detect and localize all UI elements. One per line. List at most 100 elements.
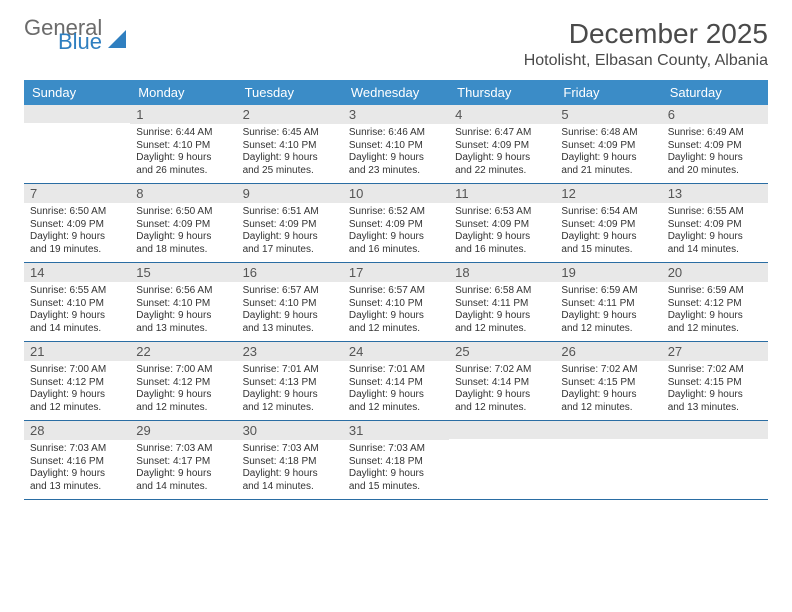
day-header-monday: Monday xyxy=(130,80,236,105)
sunset-text: Sunset: 4:10 PM xyxy=(30,298,124,311)
cell-body: Sunrise: 7:02 AMSunset: 4:15 PMDaylight:… xyxy=(662,361,768,420)
date-number: 6 xyxy=(662,105,768,124)
date-number: 11 xyxy=(449,184,555,203)
daylight-text: Daylight: 9 hours and 21 minutes. xyxy=(561,152,655,177)
daylight-text: Daylight: 9 hours and 22 minutes. xyxy=(455,152,549,177)
date-number: 15 xyxy=(130,263,236,282)
cell-body: Sunrise: 7:03 AMSunset: 4:17 PMDaylight:… xyxy=(130,440,236,499)
calendar-cell: 1Sunrise: 6:44 AMSunset: 4:10 PMDaylight… xyxy=(130,105,236,184)
day-header-wednesday: Wednesday xyxy=(343,80,449,105)
daylight-text: Daylight: 9 hours and 15 minutes. xyxy=(561,231,655,256)
date-number: 9 xyxy=(237,184,343,203)
day-header-friday: Friday xyxy=(555,80,661,105)
daylight-text: Daylight: 9 hours and 16 minutes. xyxy=(349,231,443,256)
sunset-text: Sunset: 4:09 PM xyxy=(136,219,230,232)
sunrise-text: Sunrise: 6:45 AM xyxy=(243,127,337,140)
sunset-text: Sunset: 4:18 PM xyxy=(243,456,337,469)
date-number: 20 xyxy=(662,263,768,282)
daylight-text: Daylight: 9 hours and 26 minutes. xyxy=(136,152,230,177)
title-block: December 2025 Hotolisht, Elbasan County,… xyxy=(524,18,768,70)
sunrise-text: Sunrise: 7:02 AM xyxy=(668,364,762,377)
cell-body: Sunrise: 7:02 AMSunset: 4:15 PMDaylight:… xyxy=(555,361,661,420)
empty-date-bar xyxy=(449,421,555,439)
cell-body: Sunrise: 6:49 AMSunset: 4:09 PMDaylight:… xyxy=(662,124,768,183)
cell-body: Sunrise: 7:00 AMSunset: 4:12 PMDaylight:… xyxy=(130,361,236,420)
sunrise-text: Sunrise: 6:58 AM xyxy=(455,285,549,298)
empty-date-bar xyxy=(24,105,130,123)
cell-body: Sunrise: 6:48 AMSunset: 4:09 PMDaylight:… xyxy=(555,124,661,183)
cell-body: Sunrise: 6:51 AMSunset: 4:09 PMDaylight:… xyxy=(237,203,343,262)
daylight-text: Daylight: 9 hours and 17 minutes. xyxy=(243,231,337,256)
sunset-text: Sunset: 4:15 PM xyxy=(668,377,762,390)
daylight-text: Daylight: 9 hours and 25 minutes. xyxy=(243,152,337,177)
date-number: 27 xyxy=(662,342,768,361)
sunrise-text: Sunrise: 6:55 AM xyxy=(668,206,762,219)
sunset-text: Sunset: 4:10 PM xyxy=(349,298,443,311)
date-number: 24 xyxy=(343,342,449,361)
calendar-cell: 28Sunrise: 7:03 AMSunset: 4:16 PMDayligh… xyxy=(24,421,130,500)
logo-triangle-icon xyxy=(108,30,126,48)
calendar-week-row: 21Sunrise: 7:00 AMSunset: 4:12 PMDayligh… xyxy=(24,342,768,421)
date-number: 25 xyxy=(449,342,555,361)
calendar-cell: 23Sunrise: 7:01 AMSunset: 4:13 PMDayligh… xyxy=(237,342,343,421)
cell-body: Sunrise: 6:59 AMSunset: 4:11 PMDaylight:… xyxy=(555,282,661,341)
sunset-text: Sunset: 4:10 PM xyxy=(136,298,230,311)
calendar-cell: 12Sunrise: 6:54 AMSunset: 4:09 PMDayligh… xyxy=(555,184,661,263)
date-number: 22 xyxy=(130,342,236,361)
calendar-cell: 15Sunrise: 6:56 AMSunset: 4:10 PMDayligh… xyxy=(130,263,236,342)
sunset-text: Sunset: 4:09 PM xyxy=(455,219,549,232)
daylight-text: Daylight: 9 hours and 12 minutes. xyxy=(349,310,443,335)
cell-body: Sunrise: 6:55 AMSunset: 4:10 PMDaylight:… xyxy=(24,282,130,341)
calendar-table: Sunday Monday Tuesday Wednesday Thursday… xyxy=(24,80,768,500)
day-header-tuesday: Tuesday xyxy=(237,80,343,105)
date-number: 12 xyxy=(555,184,661,203)
daylight-text: Daylight: 9 hours and 20 minutes. xyxy=(668,152,762,177)
sunrise-text: Sunrise: 7:00 AM xyxy=(136,364,230,377)
date-number: 10 xyxy=(343,184,449,203)
sunset-text: Sunset: 4:09 PM xyxy=(455,140,549,153)
cell-body: Sunrise: 6:50 AMSunset: 4:09 PMDaylight:… xyxy=(24,203,130,262)
sunrise-text: Sunrise: 6:52 AM xyxy=(349,206,443,219)
cell-body: Sunrise: 6:57 AMSunset: 4:10 PMDaylight:… xyxy=(237,282,343,341)
calendar-cell: 11Sunrise: 6:53 AMSunset: 4:09 PMDayligh… xyxy=(449,184,555,263)
calendar-cell: 30Sunrise: 7:03 AMSunset: 4:18 PMDayligh… xyxy=(237,421,343,500)
date-number: 3 xyxy=(343,105,449,124)
calendar-cell: 17Sunrise: 6:57 AMSunset: 4:10 PMDayligh… xyxy=(343,263,449,342)
calendar-cell: 14Sunrise: 6:55 AMSunset: 4:10 PMDayligh… xyxy=(24,263,130,342)
calendar-cell: 27Sunrise: 7:02 AMSunset: 4:15 PMDayligh… xyxy=(662,342,768,421)
cell-body: Sunrise: 7:01 AMSunset: 4:13 PMDaylight:… xyxy=(237,361,343,420)
sunrise-text: Sunrise: 7:03 AM xyxy=(30,443,124,456)
sunrise-text: Sunrise: 7:03 AM xyxy=(243,443,337,456)
sunset-text: Sunset: 4:12 PM xyxy=(30,377,124,390)
sunrise-text: Sunrise: 6:46 AM xyxy=(349,127,443,140)
sunset-text: Sunset: 4:10 PM xyxy=(243,140,337,153)
cell-body: Sunrise: 7:03 AMSunset: 4:16 PMDaylight:… xyxy=(24,440,130,499)
date-number: 18 xyxy=(449,263,555,282)
calendar-cell: 8Sunrise: 6:50 AMSunset: 4:09 PMDaylight… xyxy=(130,184,236,263)
date-number: 28 xyxy=(24,421,130,440)
sunset-text: Sunset: 4:11 PM xyxy=(455,298,549,311)
empty-date-bar xyxy=(555,421,661,439)
calendar-cell xyxy=(662,421,768,500)
sunrise-text: Sunrise: 6:53 AM xyxy=(455,206,549,219)
daylight-text: Daylight: 9 hours and 13 minutes. xyxy=(136,310,230,335)
calendar-cell: 19Sunrise: 6:59 AMSunset: 4:11 PMDayligh… xyxy=(555,263,661,342)
daylight-text: Daylight: 9 hours and 13 minutes. xyxy=(668,389,762,414)
sunset-text: Sunset: 4:18 PM xyxy=(349,456,443,469)
cell-body: Sunrise: 6:56 AMSunset: 4:10 PMDaylight:… xyxy=(130,282,236,341)
calendar-cell: 29Sunrise: 7:03 AMSunset: 4:17 PMDayligh… xyxy=(130,421,236,500)
sunrise-text: Sunrise: 7:01 AM xyxy=(349,364,443,377)
date-number: 26 xyxy=(555,342,661,361)
daylight-text: Daylight: 9 hours and 14 minutes. xyxy=(668,231,762,256)
daylight-text: Daylight: 9 hours and 13 minutes. xyxy=(30,468,124,493)
sunrise-text: Sunrise: 6:49 AM xyxy=(668,127,762,140)
sunrise-text: Sunrise: 6:57 AM xyxy=(349,285,443,298)
date-number: 30 xyxy=(237,421,343,440)
cell-body: Sunrise: 6:57 AMSunset: 4:10 PMDaylight:… xyxy=(343,282,449,341)
date-number: 14 xyxy=(24,263,130,282)
sunrise-text: Sunrise: 6:47 AM xyxy=(455,127,549,140)
date-number: 5 xyxy=(555,105,661,124)
calendar-cell: 20Sunrise: 6:59 AMSunset: 4:12 PMDayligh… xyxy=(662,263,768,342)
calendar-cell: 18Sunrise: 6:58 AMSunset: 4:11 PMDayligh… xyxy=(449,263,555,342)
cell-body: Sunrise: 6:53 AMSunset: 4:09 PMDaylight:… xyxy=(449,203,555,262)
